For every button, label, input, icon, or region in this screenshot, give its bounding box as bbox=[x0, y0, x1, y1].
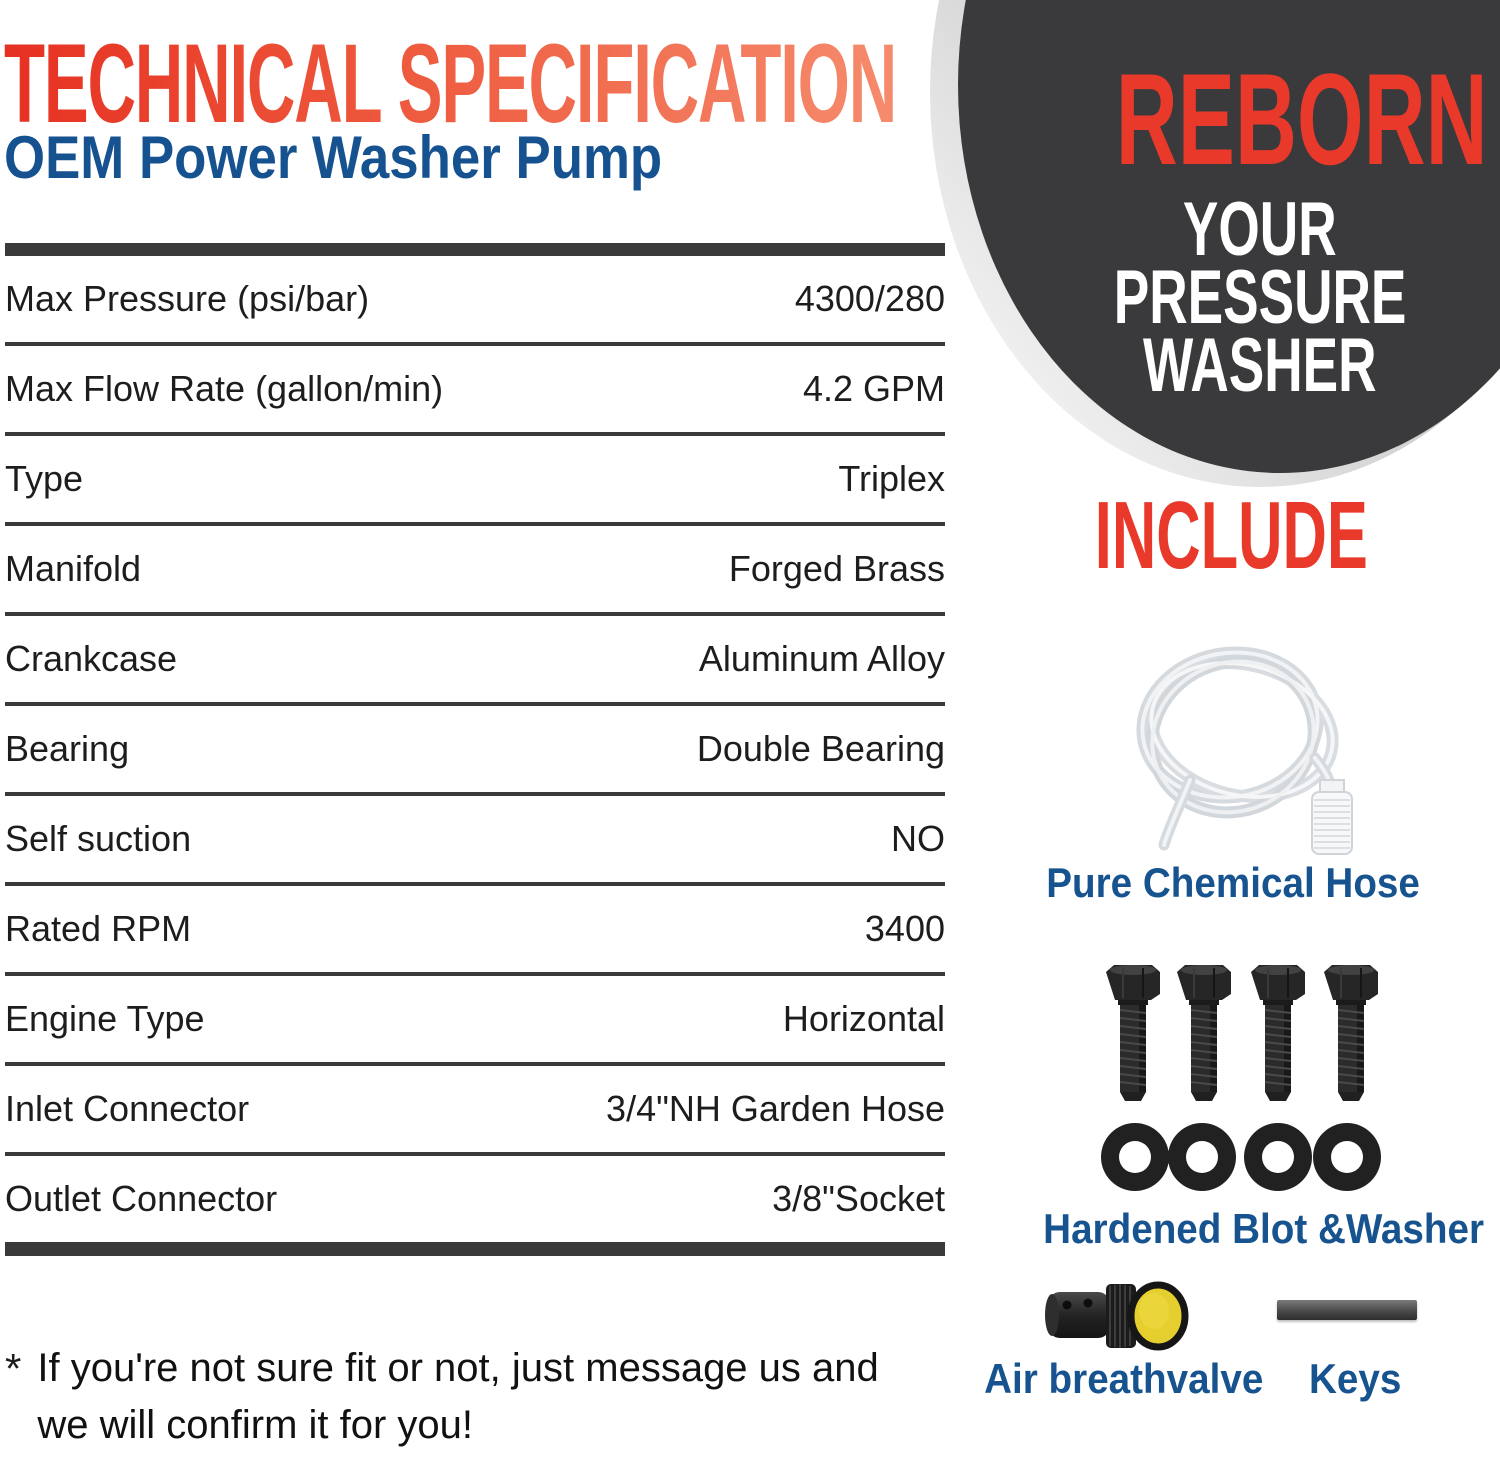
spec-label: Outlet Connector bbox=[5, 1178, 278, 1219]
spec-value: 3/8"Socket bbox=[772, 1178, 945, 1219]
spec-label: Max Flow Rate (gallon/min) bbox=[5, 368, 444, 409]
badge-disc bbox=[958, 0, 1500, 473]
table-row: Type Triplex bbox=[5, 436, 945, 526]
badge-line: PRESSURE bbox=[1113, 255, 1407, 340]
key-bar-image bbox=[1277, 1300, 1417, 1320]
include-item-label-valve: Air breathvalve bbox=[984, 1355, 1264, 1402]
spec-label: Manifold bbox=[5, 548, 142, 589]
include-item-label-keys: Keys bbox=[1308, 1355, 1402, 1402]
spec-label: Max Pressure (psi/bar) bbox=[5, 278, 370, 319]
spec-value: NO bbox=[891, 818, 945, 859]
bolt-icon bbox=[1324, 965, 1378, 1101]
page-title: TECHNICAL SPECIFICATION bbox=[4, 28, 964, 140]
pure-chemical-hose-image bbox=[1136, 646, 1353, 855]
spec-label: Crankcase bbox=[5, 638, 178, 679]
table-row: Manifold Forged Brass bbox=[5, 526, 945, 616]
table-row: Max Flow Rate (gallon/min) 4.2 GPM bbox=[5, 346, 945, 436]
spec-label: Self suction bbox=[5, 818, 192, 859]
spec-value: 4.2 GPM bbox=[802, 368, 945, 409]
footnote-line2: we will confirm it for you! bbox=[37, 1403, 474, 1447]
badge-line: WASHER bbox=[1143, 323, 1377, 408]
spec-value: Double Bearing bbox=[696, 728, 945, 769]
bolt-icon bbox=[1106, 965, 1160, 1101]
spec-value: 4300/280 bbox=[794, 278, 945, 319]
badge-text: REBORN YOUR PRESSURE WASHER bbox=[1020, 52, 1500, 408]
spec-label: Type bbox=[5, 458, 84, 499]
spec-table: Max Pressure (psi/bar) 4300/280 Max Flow… bbox=[5, 243, 945, 1256]
spec-value: Forged Brass bbox=[728, 548, 945, 589]
table-row: Outlet Connector 3/8"Socket bbox=[5, 1156, 945, 1242]
table-row: Rated RPM 3400 bbox=[5, 886, 945, 976]
include-item-label-bolts: Hardened Blot &Washer bbox=[1043, 1205, 1485, 1252]
page-subtitle: OEM Power Washer Pump bbox=[4, 126, 904, 190]
page-title-text: TECHNICAL SPECIFICATION bbox=[4, 21, 897, 146]
spec-value: 3400 bbox=[864, 908, 945, 949]
table-bottom-bar bbox=[5, 1242, 945, 1256]
bolts-and-washers-image bbox=[1101, 965, 1381, 1191]
spec-label: Bearing bbox=[5, 728, 130, 769]
badge-title-text: REBORN bbox=[1115, 46, 1488, 192]
spec-value: 3/4"NH Garden Hose bbox=[606, 1088, 945, 1129]
spec-label: Inlet Connector bbox=[5, 1088, 250, 1129]
footnote-line1: If you're not sure fit or not, just mess… bbox=[37, 1346, 879, 1390]
table-row: Inlet Connector 3/4"NH Garden Hose bbox=[5, 1066, 945, 1156]
badge-title: REBORN bbox=[1020, 52, 1500, 186]
table-top-bar bbox=[5, 243, 945, 256]
washer-icon bbox=[1101, 1123, 1381, 1191]
badge-line: YOUR bbox=[1183, 187, 1337, 272]
spec-value: Triplex bbox=[838, 458, 945, 499]
footnote-text: If you're not sure fit or not, just mess… bbox=[37, 1340, 878, 1454]
spec-value: Aluminum Alloy bbox=[698, 638, 945, 679]
badge-circle-graphic bbox=[930, 0, 1500, 487]
spec-label: Engine Type bbox=[5, 998, 205, 1039]
badge-subtitle: YOUR PRESSURE WASHER bbox=[1020, 187, 1500, 408]
include-item-label-hose: Pure Chemical Hose bbox=[1046, 859, 1420, 906]
spec-value: Horizontal bbox=[782, 998, 945, 1039]
table-row: Engine Type Horizontal bbox=[5, 976, 945, 1066]
footnote-asterisk: * bbox=[5, 1345, 22, 1392]
table-row: Crankcase Aluminum Alloy bbox=[5, 616, 945, 706]
table-row: Bearing Double Bearing bbox=[5, 706, 945, 796]
table-row: Self suction NO bbox=[5, 796, 945, 886]
include-heading: INCLUDE bbox=[981, 486, 1481, 586]
air-breath-valve-image bbox=[1045, 1281, 1189, 1351]
bolt-icon bbox=[1251, 965, 1305, 1101]
include-heading-text: INCLUDE bbox=[1094, 482, 1368, 589]
spec-label: Rated RPM bbox=[5, 908, 192, 949]
page-subtitle-text: OEM Power Washer Pump bbox=[4, 124, 663, 191]
bolt-icon bbox=[1177, 965, 1231, 1101]
table-row: Max Pressure (psi/bar) 4300/280 bbox=[5, 256, 945, 346]
footnote: * If you're not sure fit or not, just me… bbox=[5, 1340, 955, 1454]
